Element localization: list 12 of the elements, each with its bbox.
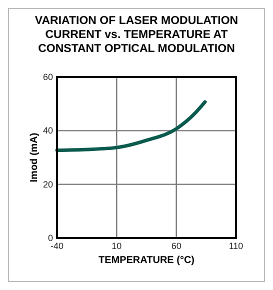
x-tick-label: 10 — [112, 241, 122, 251]
y-tick-label: 0 — [48, 233, 53, 243]
x-tick-label: -40 — [50, 241, 64, 251]
chart-title: VARIATION OF LASER MODULATION CURRENT vs. TEMPERATURE AT CONSTANT OPTICAL MODULATION — [34, 15, 238, 55]
x-axis-title: TEMPERATURE (°C) — [98, 255, 195, 266]
x-tick-label: 110 — [228, 241, 244, 251]
x-tick-label: 60 — [171, 241, 182, 251]
y-tick-label: 40 — [42, 126, 53, 136]
line-series — [55, 100, 207, 152]
y-axis-title: Imod (mA) — [29, 132, 40, 182]
y-tick-label: 60 — [42, 72, 53, 82]
y-tick-label: 20 — [42, 179, 53, 190]
